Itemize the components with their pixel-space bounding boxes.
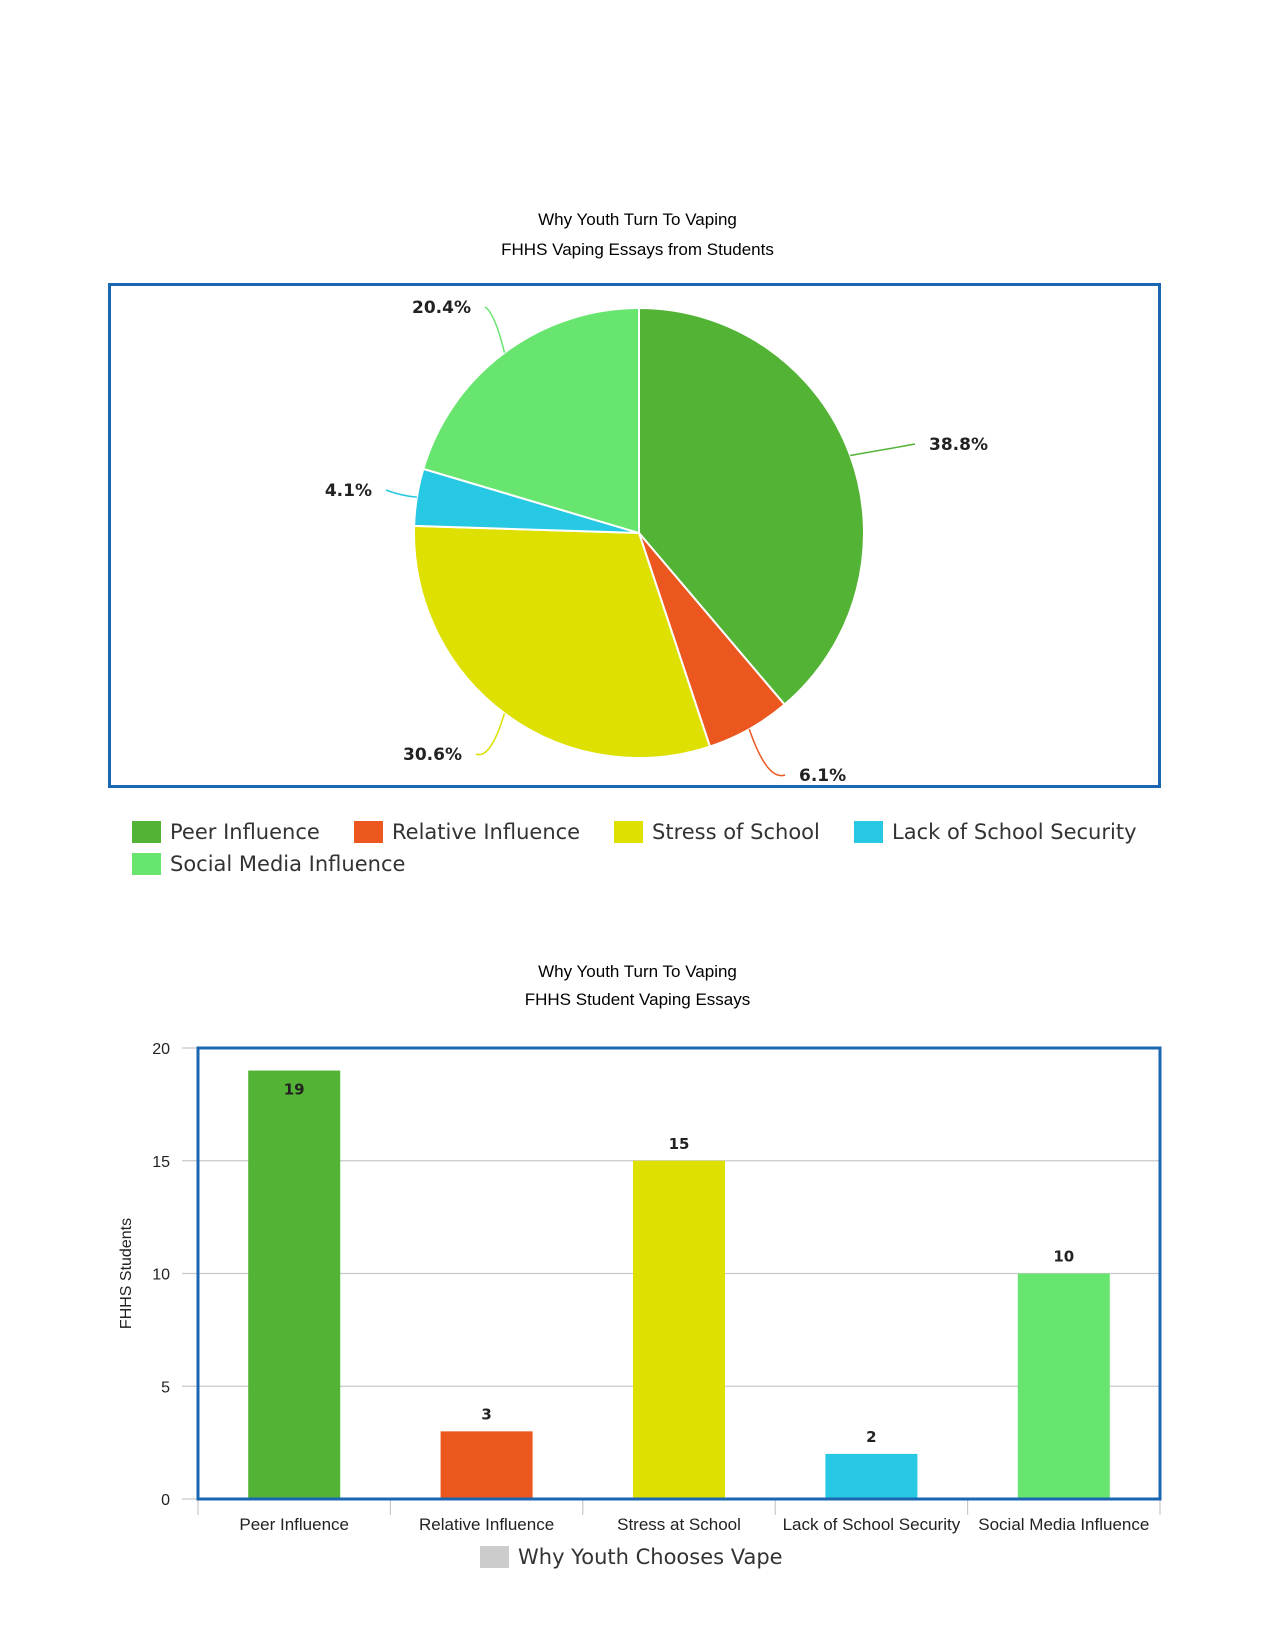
pie-chart-frame: 38.8% 6.1% 30.6% 4.1% 20.4% (108, 283, 1161, 788)
bar[interactable] (633, 1160, 725, 1499)
bar[interactable] (440, 1431, 533, 1499)
legend-item-lack-of-school-security[interactable]: Lack of School Security (854, 820, 1137, 844)
x-tick-label: Relative Influence (419, 1515, 554, 1534)
bar-data-label: 15 (669, 1135, 690, 1153)
legend-label: Social Media Influence (170, 852, 406, 876)
legend-label: Lack of School Security (892, 820, 1137, 844)
legend-label: Peer Influence (170, 820, 320, 844)
legend-item-social-media-influence[interactable]: Social Media Influence (132, 852, 405, 876)
pie-data-label: 30.6% (403, 745, 462, 765)
pie-subtitle: FHHS Vaping Essays from Students (501, 240, 774, 259)
pie-leader-line (475, 713, 506, 756)
pie-title: Why Youth Turn To Vaping (538, 210, 737, 229)
bar[interactable] (1017, 1273, 1110, 1500)
y-axis-label: FHHS Students (118, 1218, 135, 1329)
legend-swatch (480, 1546, 509, 1568)
bar-data-label: 2 (866, 1428, 876, 1446)
y-tick-label: 10 (152, 1267, 170, 1284)
x-tick-label: Lack of School Security (783, 1515, 961, 1534)
bar-legend[interactable]: Why Youth Chooses Vape (480, 1545, 783, 1569)
legend-label: Why Youth Chooses Vape (518, 1545, 783, 1569)
pie-data-label: 4.1% (325, 481, 372, 501)
bar-plot-frame (196, 1046, 1162, 1501)
legend-swatch (614, 821, 643, 843)
pie-slice[interactable] (422, 306, 640, 535)
y-tick-label: 15 (152, 1154, 170, 1171)
legend-swatch (354, 821, 383, 843)
bar-subtitle: FHHS Student Vaping Essays (524, 990, 751, 1009)
bar-title: Why Youth Turn To Vaping (538, 962, 737, 981)
bar[interactable] (248, 1070, 341, 1499)
legend-swatch (132, 821, 161, 843)
bar-data-label: 19 (284, 1081, 305, 1099)
pie-leader-line (748, 728, 786, 777)
pie-chart: 38.8% 6.1% 30.6% 4.1% 20.4% (325, 298, 988, 785)
pie-data-label: 20.4% (412, 298, 471, 318)
y-tick-label: 5 (161, 1379, 170, 1396)
bar-data-label: 10 (1053, 1248, 1074, 1266)
pie-leader-line (850, 443, 916, 457)
legend-label: Stress of School (652, 820, 820, 844)
bar-data-label: 3 (481, 1405, 491, 1423)
y-tick-label: 20 (152, 1041, 170, 1058)
bar[interactable] (825, 1453, 918, 1499)
legend-item-relative-influence[interactable]: Relative Influence (354, 820, 580, 844)
y-tick-label: 0 (161, 1492, 170, 1509)
x-tick-label: Peer Influence (239, 1515, 349, 1534)
pie-slice[interactable] (413, 524, 712, 759)
legend-item-peer-influence[interactable]: Peer Influence (132, 820, 320, 844)
legend-item-stress-of-school[interactable]: Stress of School (614, 820, 820, 844)
pie-leader-line (484, 306, 506, 353)
pie-data-label: 38.8% (929, 435, 988, 455)
legend-swatch (854, 821, 883, 843)
x-tick-label: Social Media Influence (978, 1515, 1149, 1534)
x-tick-label: Stress at School (617, 1515, 741, 1534)
pie-data-label: 6.1% (799, 766, 846, 785)
legend-label: Relative Influence (392, 820, 581, 844)
pie-leader-line (385, 489, 417, 498)
legend-swatch (132, 853, 161, 875)
